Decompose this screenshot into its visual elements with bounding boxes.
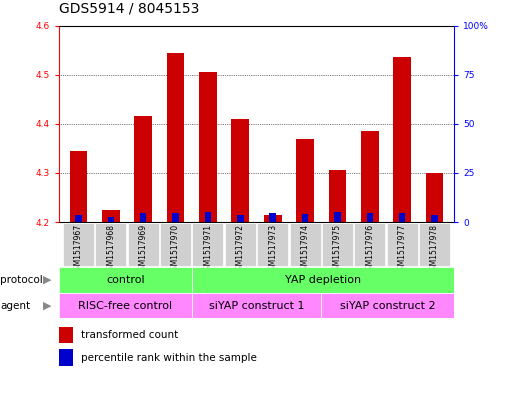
- Bar: [192, 293, 321, 318]
- Bar: [399, 213, 405, 222]
- Bar: [108, 217, 114, 222]
- Bar: [205, 212, 211, 222]
- Bar: [231, 119, 249, 222]
- Bar: [225, 223, 256, 266]
- Text: GSM1517977: GSM1517977: [398, 224, 407, 275]
- Text: GSM1517968: GSM1517968: [106, 224, 115, 275]
- Bar: [354, 223, 385, 266]
- Text: GSM1517967: GSM1517967: [74, 224, 83, 275]
- Text: ▶: ▶: [43, 301, 51, 310]
- Bar: [264, 215, 282, 222]
- Text: GSM1517974: GSM1517974: [301, 224, 309, 275]
- Bar: [296, 138, 314, 222]
- Text: GSM1517976: GSM1517976: [365, 224, 374, 275]
- Bar: [192, 267, 454, 293]
- Text: GSM1517970: GSM1517970: [171, 224, 180, 275]
- Text: GDS5914 / 8045153: GDS5914 / 8045153: [59, 2, 200, 16]
- Bar: [134, 116, 152, 222]
- Bar: [70, 151, 87, 222]
- Bar: [302, 214, 308, 222]
- Text: siYAP construct 1: siYAP construct 1: [209, 301, 304, 310]
- Bar: [75, 215, 82, 222]
- Text: control: control: [106, 275, 145, 285]
- Bar: [95, 223, 126, 266]
- Bar: [289, 223, 321, 266]
- Text: transformed count: transformed count: [81, 331, 178, 340]
- Text: GSM1517973: GSM1517973: [268, 224, 277, 275]
- Bar: [426, 173, 443, 222]
- Bar: [431, 215, 438, 222]
- Text: YAP depletion: YAP depletion: [285, 275, 361, 285]
- Bar: [199, 72, 217, 222]
- Bar: [328, 171, 346, 222]
- Bar: [321, 293, 454, 318]
- Bar: [334, 212, 341, 222]
- Text: agent: agent: [0, 301, 30, 310]
- Text: GSM1517969: GSM1517969: [139, 224, 148, 275]
- Text: GSM1517975: GSM1517975: [333, 224, 342, 275]
- Bar: [59, 267, 192, 293]
- Text: siYAP construct 2: siYAP construct 2: [340, 301, 436, 310]
- Text: GSM1517972: GSM1517972: [236, 224, 245, 275]
- Bar: [361, 131, 379, 222]
- Bar: [59, 349, 73, 365]
- Bar: [160, 223, 191, 266]
- Text: ▶: ▶: [43, 275, 51, 285]
- Text: percentile rank within the sample: percentile rank within the sample: [81, 353, 256, 363]
- Bar: [393, 57, 411, 222]
- Bar: [59, 293, 192, 318]
- Bar: [172, 213, 179, 222]
- Text: protocol: protocol: [0, 275, 43, 285]
- Bar: [63, 223, 94, 266]
- Bar: [387, 223, 418, 266]
- Bar: [128, 223, 159, 266]
- Bar: [322, 223, 353, 266]
- Bar: [140, 213, 146, 222]
- Text: RISC-free control: RISC-free control: [78, 301, 172, 310]
- Bar: [269, 213, 276, 222]
- Text: GSM1517971: GSM1517971: [204, 224, 212, 275]
- Bar: [192, 223, 224, 266]
- Bar: [167, 53, 185, 222]
- Bar: [419, 223, 450, 266]
- Bar: [59, 327, 73, 343]
- Text: GSM1517978: GSM1517978: [430, 224, 439, 275]
- Bar: [237, 215, 244, 222]
- Bar: [102, 210, 120, 222]
- Bar: [257, 223, 288, 266]
- Bar: [367, 213, 373, 222]
